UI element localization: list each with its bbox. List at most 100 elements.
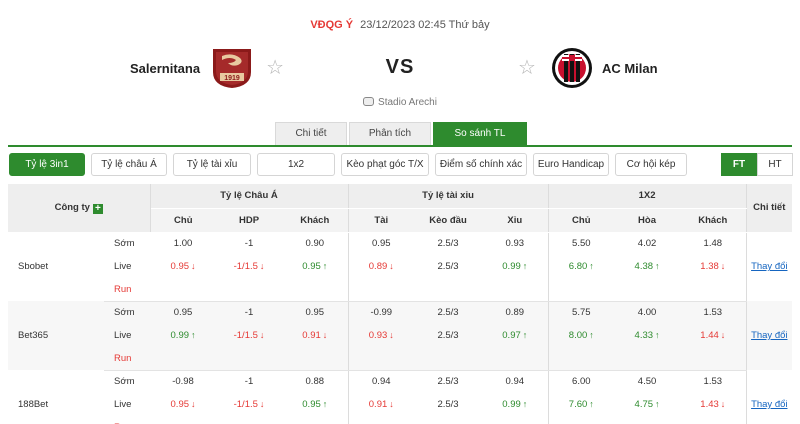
- odds-filter-bar: Tỷ lệ 3in1 Tỷ lệ châu Á Tỷ lệ tài xỉu 1x…: [9, 153, 693, 176]
- odds-table-body: Sbobet Sớm 1.00 -1 0.90 0.95 2.5/3 0.93 5.50 4.02…: [8, 232, 793, 424]
- odds-value: 5.75: [572, 307, 591, 319]
- odds-cell: [282, 416, 349, 424]
- odds-cell: [150, 416, 217, 424]
- period-ft-button[interactable]: FT: [721, 153, 757, 176]
- odds-cell: [548, 278, 615, 302]
- row-type-label[interactable]: Run: [104, 347, 151, 371]
- odds-cell: 6.80 ↑: [548, 255, 614, 278]
- odds-cell: 6.00: [548, 370, 614, 393]
- odds-cell: 0.95 ↓: [150, 393, 216, 416]
- odds-cell: 1.00: [150, 232, 216, 255]
- filter-corners[interactable]: Kèo phạt góc T/X: [341, 153, 429, 176]
- odds-cell: 2.5/3: [414, 232, 482, 255]
- odds-value: 0.97: [502, 330, 521, 341]
- stadium: Stadio Arechi: [0, 97, 800, 108]
- col-header: Kèo đầu: [414, 208, 483, 233]
- row-type-label: Live: [104, 324, 151, 347]
- odds-cell: 0.99 ↑: [150, 324, 217, 347]
- row-type-label: Live: [114, 399, 132, 410]
- tab-underline: [8, 145, 792, 147]
- odds-cell: 1.38 ↓: [680, 255, 747, 278]
- odds-cell: 8.00 ↑: [548, 324, 615, 347]
- odds-value: 1.48: [703, 238, 723, 250]
- match-tabs: Chi tiết Phân tích So sánh TL: [275, 122, 529, 145]
- change-history-link[interactable]: Thay đổi: [751, 261, 788, 273]
- tab-odds-comparison[interactable]: So sánh TL: [433, 122, 527, 145]
- period-ht-button[interactable]: HT: [757, 153, 793, 176]
- filter-3in1[interactable]: Tỷ lệ 3in1: [9, 153, 85, 176]
- odds-value: 0.99: [170, 330, 190, 341]
- odds-value: 1.00: [173, 238, 193, 250]
- odds-cell: 2.5/3: [414, 324, 483, 347]
- company-header: Công ty +: [8, 184, 151, 233]
- odds-cell: 0.91 ↓: [282, 324, 349, 347]
- arrow-down-icon: ↓: [191, 261, 196, 271]
- stadium-icon: [363, 97, 375, 106]
- odds-value: 2.5/3: [437, 399, 459, 410]
- filter-over-under[interactable]: Tỷ lệ tài xỉu: [173, 153, 251, 176]
- match-info: VĐQG Ý 23/12/2023 02:45 Thứ bảy: [0, 19, 800, 31]
- odds-cell: 0.95 ↓: [150, 255, 216, 278]
- away-team-name[interactable]: AC Milan: [601, 60, 658, 76]
- col-header: Xỉu: [482, 208, 549, 233]
- change-history-link[interactable]: Thay đổi: [751, 330, 788, 341]
- odds-value: 0.95: [173, 307, 193, 319]
- add-company-plus-icon[interactable]: +: [92, 203, 103, 214]
- odds-cell: 0.97 ↑: [482, 324, 549, 347]
- row-type-label[interactable]: Run: [104, 278, 151, 302]
- odds-table: Công ty + Tỷ lệ Châu Á Tỷ lệ tài xỉu 1X2 …: [8, 184, 793, 424]
- odds-value: 1.53: [703, 307, 723, 319]
- bookmaker-name[interactable]: Bet365: [8, 301, 104, 370]
- table-row: Run: [8, 278, 792, 302]
- filter-1x2[interactable]: 1x2: [257, 153, 335, 176]
- home-team-name[interactable]: Salernitana: [130, 60, 201, 76]
- odds-value: 1.44: [700, 330, 719, 341]
- bookmaker-name[interactable]: 188Bet: [18, 399, 49, 410]
- odds-cell: 0.90: [282, 232, 349, 255]
- odds-cell: 0.88: [282, 370, 349, 393]
- table-row: Run: [8, 347, 792, 371]
- ac-milan-logo[interactable]: [550, 46, 594, 90]
- odds-cell: 1.48: [680, 232, 747, 255]
- row-type-label[interactable]: Run: [104, 416, 151, 424]
- arrow-down-icon: ↓: [191, 399, 196, 409]
- bookmaker-name[interactable]: Sbobet: [18, 261, 49, 273]
- odds-cell: 2.5/3: [414, 255, 482, 278]
- odds-cell: [548, 416, 615, 424]
- odds-cell: 0.89: [482, 301, 549, 324]
- filter-double-chance[interactable]: Cơ hội kép: [615, 153, 687, 176]
- odds-value: 1.53: [703, 376, 723, 388]
- favorite-away-star-icon[interactable]: ☆: [518, 57, 536, 79]
- odds-cell: 1.43 ↓: [680, 393, 747, 416]
- odds-value: 0.95: [170, 399, 190, 410]
- odds-value: 4.75: [634, 399, 654, 410]
- change-history-link[interactable]: Thay đổi: [751, 399, 788, 410]
- favorite-home-star-icon[interactable]: ☆: [266, 57, 285, 79]
- arrow-down-icon: ↓: [259, 261, 265, 271]
- salernitana-logo[interactable]: 1919: [210, 46, 254, 90]
- odds-cell: 0.95 ↑: [282, 255, 349, 278]
- arrow-up-icon: ↑: [322, 399, 328, 409]
- odds-cell: 1.44 ↓: [680, 324, 747, 347]
- odds-value: -1/1.5: [233, 399, 258, 410]
- tab-details[interactable]: Chi tiết: [275, 122, 347, 145]
- filter-asian[interactable]: Tỷ lệ châu Á: [91, 153, 167, 176]
- tab-analysis[interactable]: Phân tích: [349, 122, 431, 145]
- league-name[interactable]: VĐQG Ý: [310, 19, 354, 31]
- odds-value: -1: [244, 376, 254, 388]
- col-header: Chủ: [548, 208, 615, 233]
- arrow-up-icon: ↑: [589, 330, 594, 340]
- odds-value: 0.95: [302, 261, 321, 272]
- odds-value: 0.90: [305, 238, 325, 250]
- odds-cell: [614, 278, 681, 302]
- filter-euro-handicap[interactable]: Euro Handicap: [533, 153, 609, 176]
- odds-value: -1: [244, 238, 254, 250]
- odds-value: 5.50: [572, 238, 591, 250]
- odds-cell: -1/1.5 ↓: [216, 324, 283, 347]
- row-type-label: Sớm: [104, 301, 151, 324]
- filter-correct-score[interactable]: Điểm số chính xác: [435, 153, 527, 176]
- odds-cell: -1: [216, 232, 282, 255]
- row-type-label: Sớm: [114, 238, 135, 250]
- odds-value: 0.93: [505, 238, 525, 250]
- row-type-label: Sớm: [114, 376, 135, 388]
